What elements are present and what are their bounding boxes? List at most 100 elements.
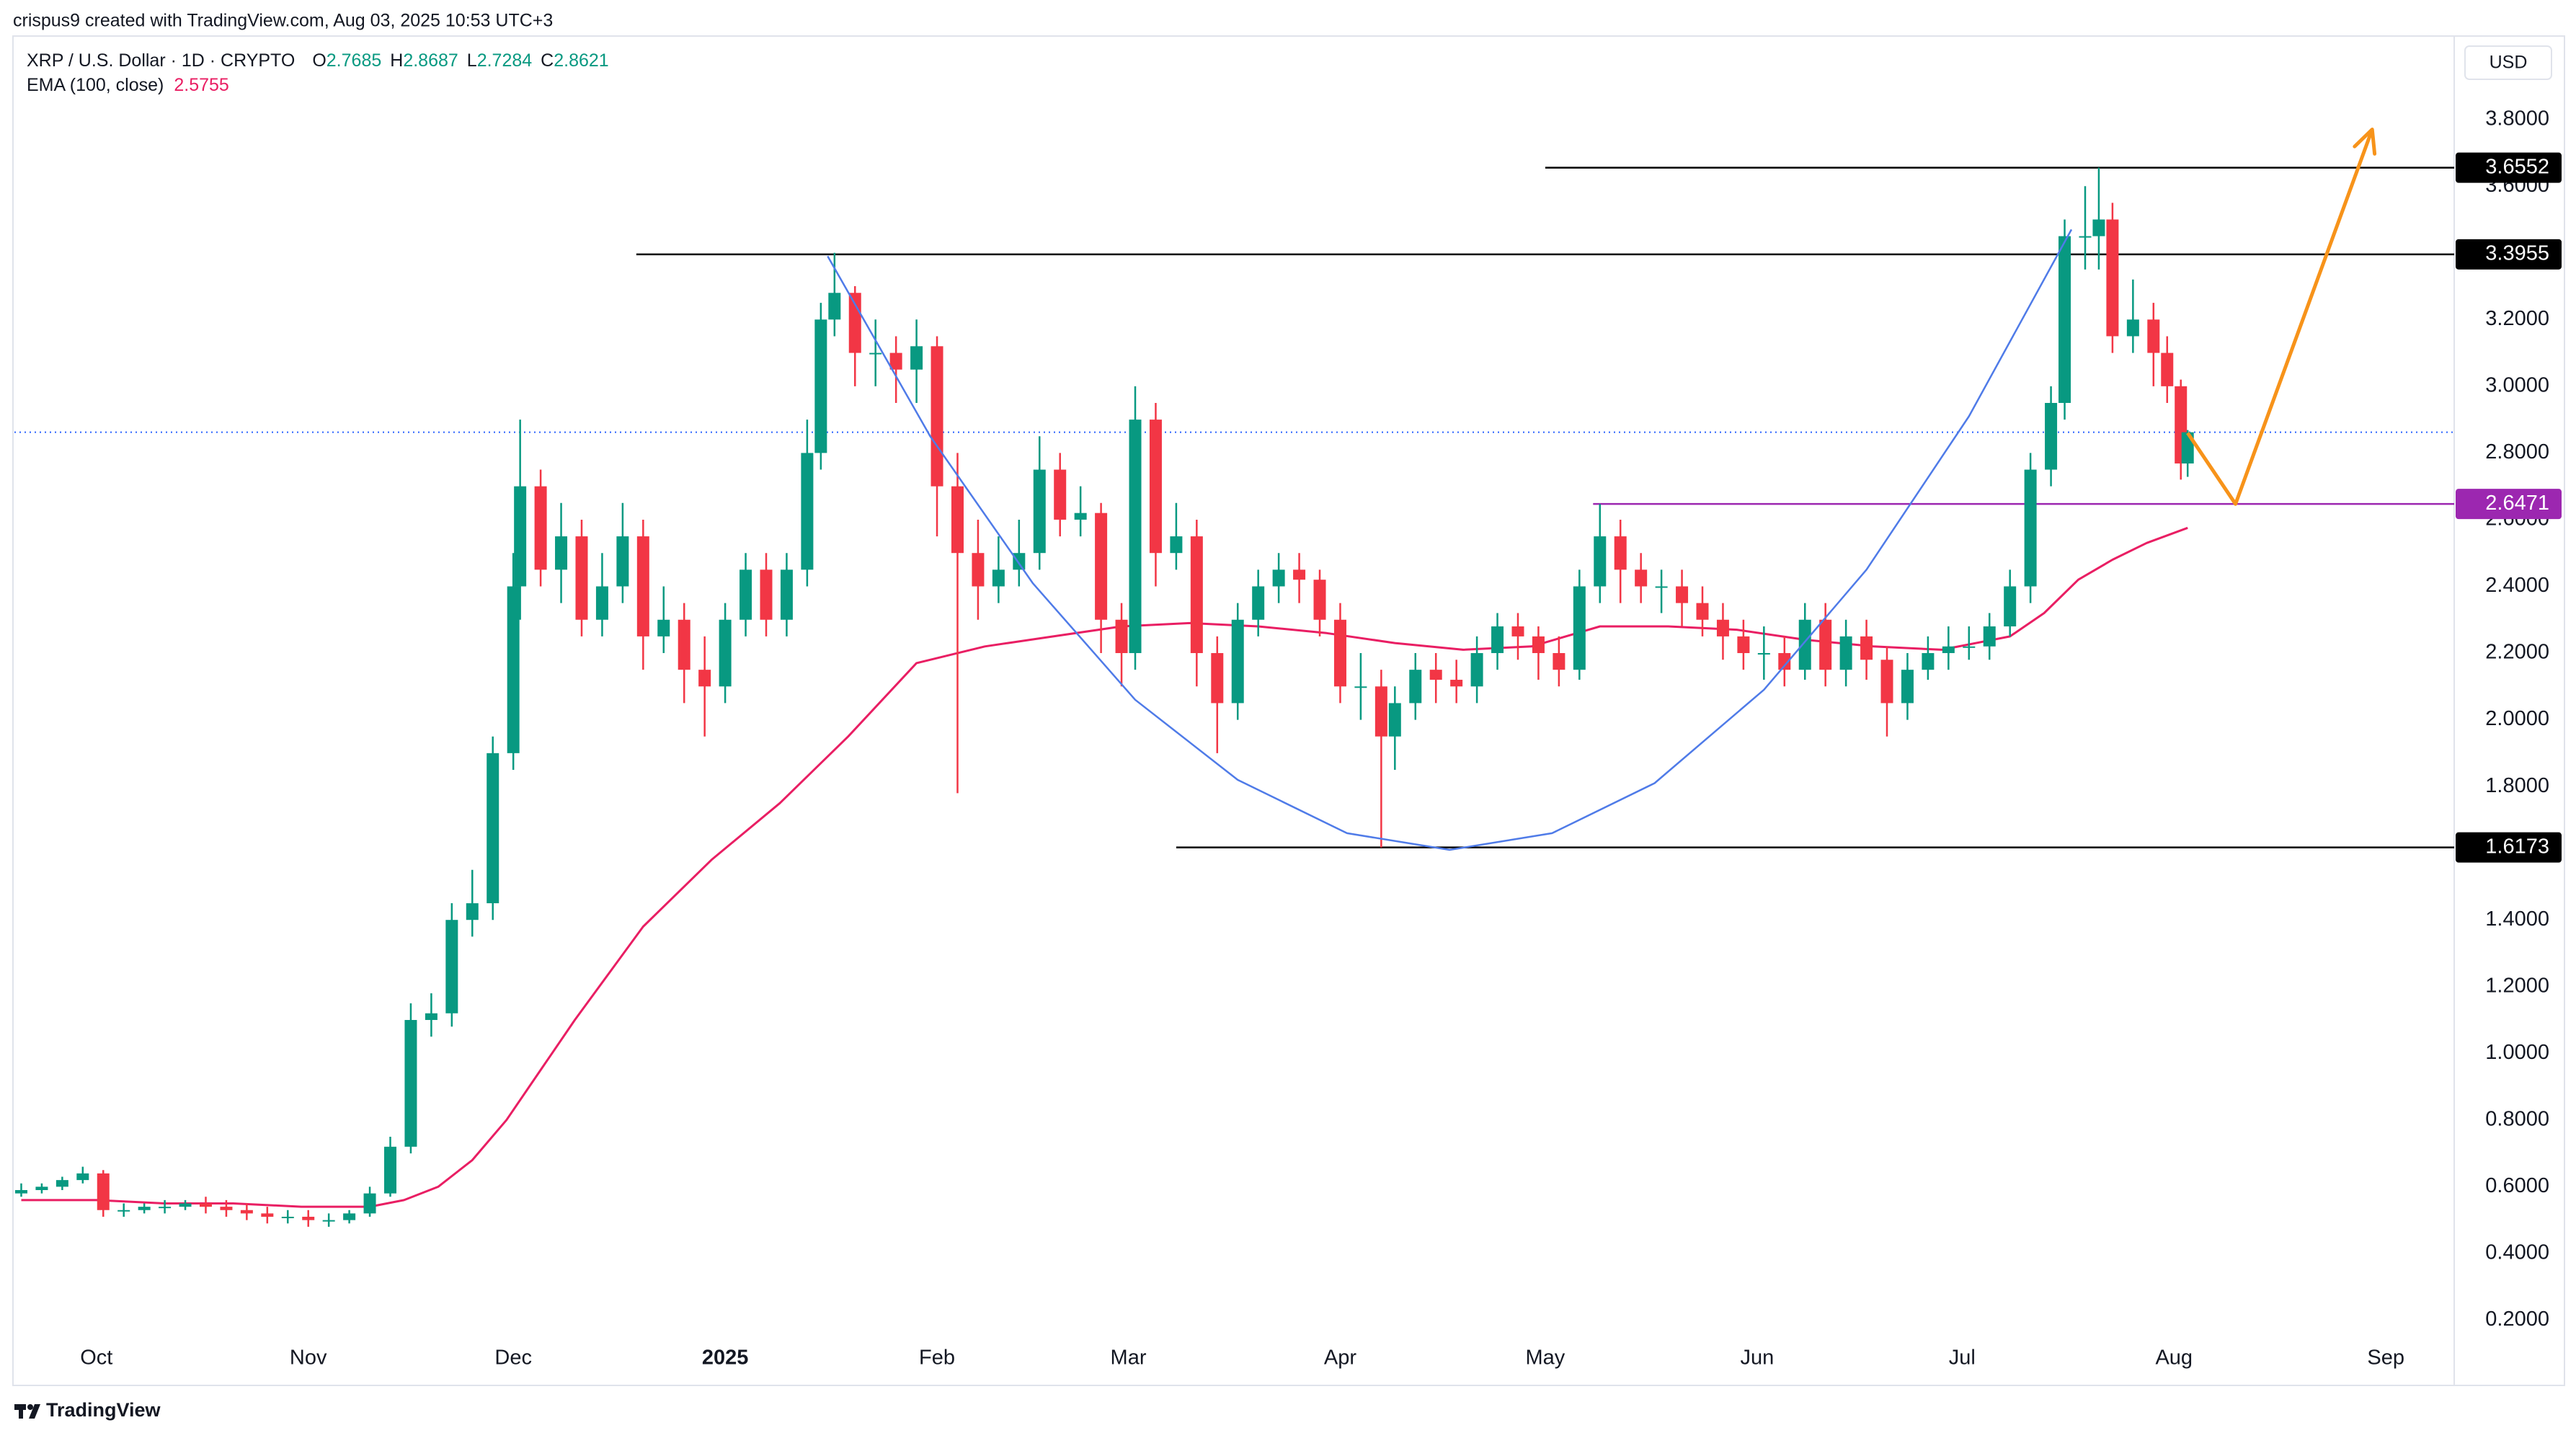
candle-body <box>343 1213 356 1220</box>
candle-body <box>814 319 827 453</box>
candle-body <box>1388 703 1401 737</box>
currency-box[interactable] <box>2464 45 2552 80</box>
candle-body <box>487 753 499 904</box>
candle-body <box>1963 646 1976 648</box>
ohlc-key: L <box>467 50 477 71</box>
x-tick-label: Aug <box>2155 1347 2193 1370</box>
candle-body <box>97 1173 110 1210</box>
logo-part <box>19 1404 23 1419</box>
candle-body <box>322 1220 335 1222</box>
candle-body <box>1511 626 1524 636</box>
level-label: 3.3955 <box>2485 242 2549 265</box>
logo-part <box>29 1404 40 1419</box>
candle-body <box>1252 586 1265 620</box>
x-tick-label: Apr <box>1324 1347 1356 1370</box>
arrow-head <box>2353 128 2377 156</box>
candle-body <box>2147 319 2160 353</box>
x-tick-label: Oct <box>80 1347 112 1370</box>
candle-body <box>159 1207 172 1209</box>
candle-body <box>1553 653 1565 670</box>
x-tick-label: Jul <box>1949 1347 1976 1370</box>
candle-body <box>889 352 902 370</box>
x-tick-label: Feb <box>919 1347 955 1370</box>
candle-body <box>678 619 690 670</box>
level-label: 3.6552 <box>2485 155 2549 178</box>
candle-body <box>1429 670 1442 680</box>
candle-body <box>1333 619 1346 687</box>
candle-body <box>445 920 458 1013</box>
x-tick-label: Nov <box>290 1347 327 1370</box>
candle-body <box>514 486 527 587</box>
candle-body <box>1983 626 1996 647</box>
candle-body <box>220 1207 233 1210</box>
candle-body <box>636 536 649 636</box>
candle-body <box>1313 580 1326 620</box>
candle-body <box>719 619 732 687</box>
candle-body <box>466 903 479 920</box>
candle-body <box>1470 653 1483 687</box>
candle-body <box>35 1186 48 1190</box>
candle-body <box>1880 660 1893 704</box>
watermark: crispus9 created with TradingView.com, A… <box>13 11 553 31</box>
candle-body <box>780 569 793 620</box>
candle-body <box>55 1180 68 1187</box>
candle-body <box>1129 420 1142 654</box>
cup-curve <box>827 229 2073 851</box>
candle-body <box>1013 553 1026 570</box>
x-tick-label: May <box>1526 1347 1565 1370</box>
candle-body <box>179 1203 192 1207</box>
candle-body <box>1074 513 1087 520</box>
candle-body <box>1374 686 1387 737</box>
candle-body <box>1778 653 1791 670</box>
candle-body <box>363 1193 376 1214</box>
candle-body <box>2024 469 2037 587</box>
candle-body <box>1231 619 1244 704</box>
ema-name: EMA (100, close) <box>27 75 164 95</box>
ohlc-key: O <box>312 50 326 71</box>
y-tick-label: 0.8000 <box>2485 1107 2549 1130</box>
candle-body <box>76 1173 89 1181</box>
candle-body <box>1901 670 1914 704</box>
ohlc-key: H <box>390 50 403 71</box>
candle-body <box>951 486 964 554</box>
candle-body <box>14 1189 27 1194</box>
candle-body <box>240 1210 253 1214</box>
brand-logo <box>14 1404 40 1419</box>
y-tick-label: 3.8000 <box>2485 107 2549 130</box>
candle-body <box>555 536 568 570</box>
x-tick-label: Sep <box>2367 1347 2404 1370</box>
level-label-box <box>2456 489 2562 520</box>
candle-body <box>138 1207 151 1210</box>
x-tick-label: 2025 <box>702 1347 749 1370</box>
candle-body <box>1115 619 1128 654</box>
ema-line <box>21 526 2188 1208</box>
y-tick-label: 2.8000 <box>2485 440 2549 463</box>
candle-body <box>1922 653 1935 670</box>
y-tick-label: 2.0000 <box>2485 707 2549 730</box>
candle-body <box>1635 569 1648 587</box>
candle-body <box>507 586 520 753</box>
y-tick-label: 3.0000 <box>2485 374 2549 397</box>
candle-body <box>1491 626 1504 654</box>
candle-body <box>1293 569 1306 580</box>
candle-body <box>1450 680 1463 687</box>
candle-body <box>1716 619 1729 636</box>
y-tick-label: 1.0000 <box>2485 1041 2549 1064</box>
x-tick-label: Jun <box>1740 1347 1774 1370</box>
currency[interactable]: USD <box>2490 53 2528 73</box>
candle-body <box>992 569 1005 587</box>
candle-body <box>698 670 711 687</box>
candle-body <box>199 1203 212 1207</box>
candle-body <box>261 1213 274 1217</box>
x-tick-label: Mar <box>1111 1347 1147 1370</box>
candle-body <box>1054 469 1067 520</box>
level-label-box <box>2456 152 2562 183</box>
candle-body <box>1573 586 1586 670</box>
ohlc-value: 2.7284 <box>477 50 533 71</box>
candle-body <box>931 346 943 487</box>
ohlc-value: 2.8621 <box>554 50 608 71</box>
candle-body <box>1149 420 1162 554</box>
candle-body <box>1354 686 1367 688</box>
candle-body <box>117 1210 130 1212</box>
